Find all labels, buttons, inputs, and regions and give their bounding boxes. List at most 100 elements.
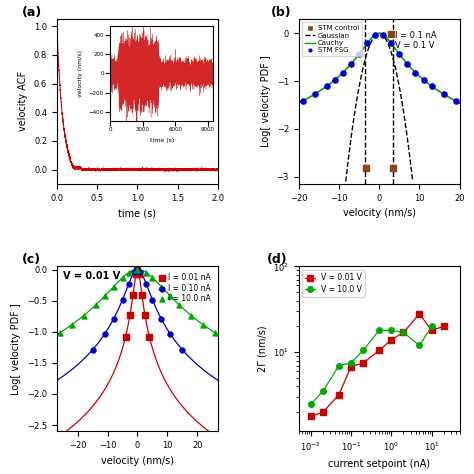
Cauchy — [324, 83, 330, 89]
Gaussian — [376, 30, 382, 36]
STM FSG — [299, 97, 306, 105]
I = 10.0 nA — [175, 301, 183, 309]
V = 10.0 V — [336, 363, 342, 368]
I = 0.10 nA — [143, 281, 150, 288]
Gaussian — [382, 35, 388, 40]
Cauchy — [376, 30, 382, 36]
Y-axis label: Log[ velocity PDF ]: Log[ velocity PDF ] — [11, 303, 21, 395]
Cauchy — [296, 100, 301, 106]
I = 0.01 nA — [146, 333, 153, 341]
STM FSG — [395, 50, 403, 58]
V = 10.0 V — [429, 324, 435, 329]
V = 0.01 V — [376, 347, 382, 353]
Text: (a): (a) — [21, 6, 42, 18]
V = 10.0 V — [360, 347, 366, 353]
X-axis label: velocity (nm/s): velocity (nm/s) — [343, 208, 416, 218]
I = 0.10 nA — [178, 346, 186, 354]
I = 0.10 nA — [131, 268, 138, 275]
I = 0.10 nA — [119, 296, 127, 303]
V = 0.01 V — [308, 413, 314, 419]
STM FSG — [452, 97, 459, 105]
Gaussian — [370, 36, 375, 42]
I = 0.01 nA — [134, 266, 141, 273]
STM FSG — [331, 76, 338, 83]
Cauchy — [369, 35, 374, 41]
I = 0.10 nA — [157, 315, 165, 323]
I = 0.10 nA — [148, 296, 156, 303]
STM FSG — [428, 82, 435, 90]
I = 10.0 nA — [101, 292, 109, 300]
Gaussian — [390, 53, 395, 59]
I = 0.10 nA — [89, 346, 97, 354]
STM FSG — [363, 39, 371, 47]
STM FSG — [311, 91, 319, 98]
I = 0.01 nA — [122, 333, 129, 341]
V = 0.01 V — [320, 410, 326, 415]
I = 0.10 nA — [166, 330, 174, 338]
I = 10.0 nA — [166, 292, 174, 300]
STM FSG — [347, 60, 355, 68]
Y-axis label: 2Γ (nm/s): 2Γ (nm/s) — [257, 326, 267, 372]
I = 0.10 nA — [110, 315, 118, 323]
I = 0.01 nA — [129, 291, 137, 299]
V = 0.01 V — [360, 360, 366, 366]
Cauchy — [337, 73, 343, 78]
Gaussian — [343, 179, 348, 184]
STM FSG — [387, 39, 395, 47]
Legend: V = 0.01 V, V = 10.0 V: V = 0.01 V, V = 10.0 V — [302, 270, 365, 297]
Cauchy — [418, 74, 423, 80]
Line: Gaussian: Gaussian — [346, 33, 413, 182]
I = 0.01 nA — [138, 291, 146, 299]
I = 10.0 nA — [211, 329, 219, 337]
STM FSG — [339, 69, 347, 76]
STM control — [387, 30, 395, 38]
Cauchy — [404, 60, 410, 66]
STM FSG — [356, 50, 363, 58]
I = 10.0 nA — [143, 269, 150, 276]
V = 0.01 V — [401, 329, 406, 335]
Y-axis label: velocity ACF: velocity ACF — [18, 72, 28, 131]
Text: (c): (c) — [21, 253, 41, 266]
Line: V = 0.01 V: V = 0.01 V — [308, 311, 447, 419]
I = 10.0 nA — [148, 274, 156, 282]
Cauchy — [391, 44, 397, 50]
Gaussian — [354, 97, 360, 103]
I = 0.01 nA — [126, 311, 134, 319]
V = 10.0 V — [389, 328, 394, 333]
X-axis label: time (s): time (s) — [118, 208, 156, 218]
I = 0.01 nA — [135, 270, 143, 278]
V = 10.0 V — [348, 360, 354, 366]
V = 10.0 V — [320, 389, 326, 394]
I = 10.0 nA — [119, 274, 127, 282]
Text: V = 0.01 V: V = 0.01 V — [64, 271, 120, 282]
Line: Cauchy: Cauchy — [299, 33, 460, 103]
STM control — [362, 164, 370, 172]
X-axis label: velocity (nm/s): velocity (nm/s) — [101, 456, 174, 465]
Text: I = 0.1 nA
V = 0.1 V: I = 0.1 nA V = 0.1 V — [395, 30, 437, 50]
I = 10.0 nA — [187, 312, 195, 319]
V = 0.01 V — [441, 324, 447, 329]
Text: (d): (d) — [266, 253, 287, 266]
I = 10.0 nA — [110, 283, 118, 291]
I = 10.0 nA — [134, 266, 141, 273]
Legend: STM control, Gaussian, Cauchy, STM FSG: STM control, Gaussian, Cauchy, STM FSG — [302, 22, 362, 56]
STM FSG — [323, 82, 330, 90]
STM FSG — [440, 91, 447, 98]
Gaussian — [408, 158, 413, 164]
I = 10.0 nA — [157, 283, 165, 291]
X-axis label: current setpoint (nA): current setpoint (nA) — [328, 459, 430, 469]
I = 10.0 nA — [56, 329, 64, 337]
STM FSG — [403, 60, 411, 68]
I = 10.0 nA — [200, 321, 207, 328]
V = 10.0 V — [376, 328, 382, 333]
V = 0.01 V — [348, 364, 354, 370]
V = 10.0 V — [308, 401, 314, 407]
I = 0.10 nA — [125, 281, 132, 288]
V = 0.01 V — [336, 392, 342, 398]
Line: V = 10.0 V: V = 10.0 V — [308, 324, 434, 407]
V = 0.01 V — [389, 337, 394, 343]
I = 10.0 nA — [80, 312, 88, 319]
Gaussian — [410, 179, 416, 184]
V = 0.01 V — [417, 311, 422, 317]
Gaussian — [371, 35, 376, 41]
